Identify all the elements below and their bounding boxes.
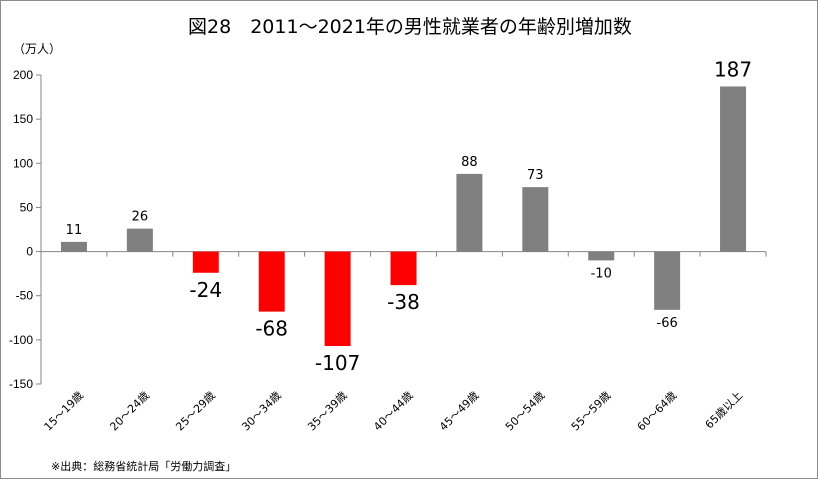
category-label: 50～54歳 bbox=[503, 389, 548, 434]
data-label: 11 bbox=[66, 223, 83, 238]
data-label: -38 bbox=[387, 290, 420, 314]
bar bbox=[720, 86, 747, 252]
source-note: ※出典：総務省統計局「労働力調査」 bbox=[51, 459, 236, 473]
y-tick-label: -100 bbox=[9, 333, 33, 347]
category-label: 20～24歳 bbox=[107, 389, 152, 434]
bar bbox=[456, 173, 483, 252]
bar bbox=[258, 251, 285, 312]
bar bbox=[390, 251, 417, 286]
data-label: 88 bbox=[461, 155, 478, 170]
data-label: 73 bbox=[527, 168, 544, 183]
data-label: -107 bbox=[315, 351, 360, 375]
bar bbox=[654, 251, 681, 310]
category-label: 65歳以上 bbox=[703, 389, 745, 431]
y-tick-label: 200 bbox=[13, 68, 33, 82]
category-label: 40～44歳 bbox=[371, 389, 416, 434]
category-label: 35～39歳 bbox=[305, 389, 350, 434]
data-label: -66 bbox=[657, 316, 678, 331]
y-axis-unit-label: （万人） bbox=[13, 42, 61, 56]
y-tick-label: 100 bbox=[13, 156, 33, 170]
category-label: 60～64歳 bbox=[635, 389, 680, 434]
bar bbox=[324, 251, 351, 347]
y-tick-label: -150 bbox=[9, 377, 33, 391]
y-tick-label: 150 bbox=[13, 112, 33, 126]
category-label: 55～59歳 bbox=[569, 389, 614, 434]
bar bbox=[60, 241, 87, 252]
category-label: 15～19歳 bbox=[42, 389, 87, 434]
bar bbox=[192, 251, 219, 273]
data-label: -24 bbox=[189, 278, 222, 302]
chart-title: 図28 2011～2021年の男性就業者の年齢別増加数 bbox=[188, 16, 632, 38]
category-label: 45～49歳 bbox=[437, 389, 482, 434]
y-tick-label: 50 bbox=[20, 200, 34, 214]
bar bbox=[522, 187, 549, 252]
bar bbox=[126, 228, 153, 252]
category-label: 30～34歳 bbox=[239, 389, 284, 434]
data-label: 26 bbox=[132, 210, 149, 225]
y-tick-label: 0 bbox=[26, 245, 33, 259]
y-tick-label: -50 bbox=[16, 289, 34, 303]
bar bbox=[588, 251, 615, 261]
data-label: 187 bbox=[714, 57, 752, 81]
category-label: 25～29歳 bbox=[173, 389, 218, 434]
data-label: -10 bbox=[591, 266, 612, 281]
data-label: -68 bbox=[255, 317, 288, 341]
plot-area: 200 150 100 50 0 -50 -100 -150 11 15～19歳 26 20～24歳 -… bbox=[9, 57, 767, 434]
